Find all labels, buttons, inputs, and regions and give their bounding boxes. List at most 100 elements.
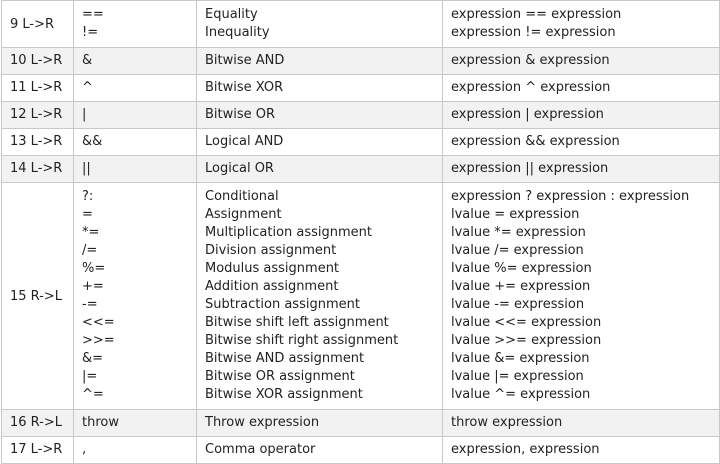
- table-row: 11 L->R ^ Bitwise XOR expression ^ expressi…: [1, 74, 720, 102]
- operator-text: *=: [82, 225, 100, 240]
- usage-text: lvalue |= expression: [451, 369, 584, 384]
- usage-cell: expression ^ expression: [442, 74, 720, 102]
- description-cell: Equality Inequality: [196, 0, 443, 48]
- operator-text: /=: [82, 243, 98, 258]
- description-text: Bitwise XOR assignment: [205, 387, 363, 402]
- description-text: Bitwise shift right assignment: [205, 333, 399, 348]
- description-text: Assignment: [205, 207, 282, 222]
- description-text: Comma operator: [205, 442, 316, 457]
- table-row: 9 L->R == != Equality Inequality expression =…: [1, 0, 720, 48]
- operator-text: ?:: [82, 189, 94, 204]
- operator-text: >>=: [82, 333, 115, 348]
- description-cell: Logical OR: [196, 155, 443, 183]
- usage-cell: expression | expression: [442, 101, 720, 129]
- description-text: Logical AND: [205, 134, 284, 149]
- usage-cell: expression == expression expression != ex…: [442, 0, 720, 48]
- usage-text: lvalue -= expression: [451, 297, 585, 312]
- description-text: Throw expression: [205, 415, 320, 430]
- description-text: Multiplication assignment: [205, 225, 373, 240]
- operator-text: |: [82, 107, 87, 122]
- usage-cell: expression ? expression : expression lval…: [442, 182, 720, 410]
- description-cell: Bitwise XOR: [196, 74, 443, 102]
- description-cell: Bitwise OR: [196, 101, 443, 129]
- usage-cell: expression && expression: [442, 128, 720, 156]
- usage-cell: expression || expression: [442, 155, 720, 183]
- usage-text: throw expression: [451, 415, 563, 430]
- description-text: Bitwise shift left assignment: [205, 315, 389, 330]
- operator-cell: &: [73, 47, 197, 75]
- usage-text: expression || expression: [451, 161, 609, 176]
- usage-text: expression & expression: [451, 53, 610, 68]
- operator-text: <<=: [82, 315, 115, 330]
- precedence-cell: 13 L->R: [1, 128, 74, 156]
- description-text: Logical OR: [205, 161, 274, 176]
- precedence-cell: 16 R->L: [1, 409, 74, 437]
- operator-text: ==: [82, 7, 104, 22]
- description-text: Inequality: [205, 25, 270, 40]
- operator-text: throw: [82, 415, 119, 430]
- description-text: Subtraction assignment: [205, 297, 360, 312]
- usage-text: expression, expression: [451, 442, 600, 457]
- operator-cell: ,: [73, 436, 197, 464]
- description-text: Modulus assignment: [205, 261, 340, 276]
- usage-text: lvalue ^= expression: [451, 387, 591, 402]
- description-cell: Conditional Assignment Multiplication assi…: [196, 182, 443, 410]
- usage-text: expression ^ expression: [451, 80, 611, 95]
- usage-text: expression != expression: [451, 25, 616, 40]
- usage-text: lvalue &= expression: [451, 351, 590, 366]
- table-row: 16 R->L throw Throw expression throw expres…: [1, 409, 720, 437]
- precedence-cell: 11 L->R: [1, 74, 74, 102]
- precedence-cell: 9 L->R: [1, 0, 74, 48]
- precedence-cell: 10 L->R: [1, 47, 74, 75]
- operator-text: =: [82, 207, 93, 222]
- table-row: 13 L->R && Logical AND expression && expres…: [1, 128, 720, 156]
- description-text: Bitwise XOR: [205, 80, 284, 95]
- description-text: Bitwise AND assignment: [205, 351, 365, 366]
- description-text: Addition assignment: [205, 279, 339, 294]
- description-text: Bitwise OR assignment: [205, 369, 355, 384]
- description-cell: Bitwise AND: [196, 47, 443, 75]
- operator-cell: &&: [73, 128, 197, 156]
- operator-cell: ?: = *= /= %= += -= <<= >>= &= |= ^=: [73, 182, 197, 410]
- usage-text: lvalue = expression: [451, 207, 580, 222]
- operator-text: !=: [82, 25, 99, 40]
- operator-cell: |: [73, 101, 197, 129]
- usage-text: expression && expression: [451, 134, 620, 149]
- table-row: 12 L->R | Bitwise OR expression | expressio…: [1, 101, 720, 129]
- usage-cell: expression, expression: [442, 436, 720, 464]
- operator-cell: ^: [73, 74, 197, 102]
- operator-text: %=: [82, 261, 106, 276]
- precedence-cell: 15 R->L: [1, 182, 74, 410]
- usage-text: lvalue *= expression: [451, 225, 586, 240]
- operator-cell: ||: [73, 155, 197, 183]
- usage-text: lvalue += expression: [451, 279, 591, 294]
- description-text: Conditional: [205, 189, 279, 204]
- operator-text: ,: [82, 442, 87, 457]
- description-cell: Logical AND: [196, 128, 443, 156]
- operator-cell: == !=: [73, 0, 197, 48]
- operator-text: |=: [82, 369, 98, 384]
- usage-cell: throw expression: [442, 409, 720, 437]
- precedence-cell: 14 L->R: [1, 155, 74, 183]
- table-row: 10 L->R & Bitwise AND expression & expressi…: [1, 47, 720, 75]
- usage-text: lvalue %= expression: [451, 261, 592, 276]
- operator-cell: throw: [73, 409, 197, 437]
- operator-text: &: [82, 53, 93, 68]
- table-row: 15 R->L?: = *= /= %= += -= <<= >>= &= |= ^= Conditio…: [1, 182, 720, 410]
- description-text: Equality: [205, 7, 258, 22]
- description-text: Division assignment: [205, 243, 337, 258]
- operator-text: &=: [82, 351, 104, 366]
- usage-text: expression ? expression : expression: [451, 189, 690, 204]
- operator-text: ||: [82, 161, 91, 176]
- description-text: Bitwise AND: [205, 53, 285, 68]
- usage-text: lvalue /= expression: [451, 243, 584, 258]
- usage-cell: expression & expression: [442, 47, 720, 75]
- usage-text: expression == expression: [451, 7, 622, 22]
- table-row: 14 L->R || Logical OR expression || express…: [1, 155, 720, 183]
- description-cell: Throw expression: [196, 409, 443, 437]
- precedence-cell: 17 L->R: [1, 436, 74, 464]
- description-cell: Comma operator: [196, 436, 443, 464]
- usage-text: expression | expression: [451, 107, 604, 122]
